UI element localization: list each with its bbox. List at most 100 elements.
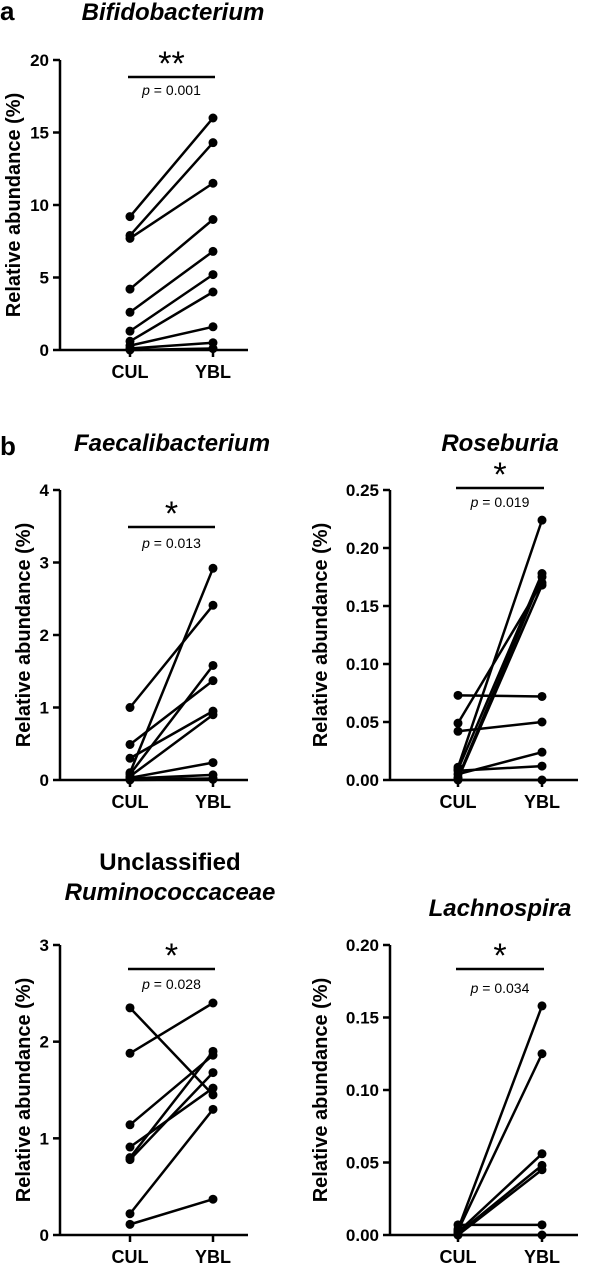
data-point-ybl xyxy=(208,270,218,280)
pair-line xyxy=(457,1164,543,1235)
chart-title: Bifidobacterium xyxy=(82,0,265,26)
chart-unclassified: Unclassified Ruminococcaceae 0 1 2 3 CUL YBL Rel… xyxy=(13,849,275,1267)
data-point-cul xyxy=(125,284,135,294)
data-point-ybl xyxy=(208,676,218,686)
y-axis-label: Relative abundance (%) xyxy=(310,978,332,1203)
x-tick-label: CUL xyxy=(440,1247,477,1267)
data-point-cul xyxy=(125,775,135,785)
significance-stars: * xyxy=(165,495,178,533)
x-tick-label: YBL xyxy=(195,362,231,382)
pair-line xyxy=(129,273,214,333)
y-tick-label: 0 xyxy=(40,1226,49,1245)
y-axis-label: Relative abundance (%) xyxy=(13,523,35,748)
pair-line xyxy=(457,1168,543,1236)
y-tick-label: 15 xyxy=(30,124,49,143)
x-tick-label: YBL xyxy=(524,1247,560,1267)
pair-line xyxy=(129,1198,214,1226)
pair-line xyxy=(129,761,214,780)
data-point-ybl xyxy=(537,717,547,727)
data-point-ybl xyxy=(537,580,547,590)
data-point-cul xyxy=(125,326,135,336)
chart-title: Roseburia xyxy=(441,430,558,457)
data-point-ybl xyxy=(208,287,218,297)
data-point-cul xyxy=(453,1230,463,1240)
pair-line xyxy=(129,117,214,218)
y-tick-label: 3 xyxy=(40,554,49,573)
data-point-cul xyxy=(125,345,135,355)
p-symbol: p xyxy=(141,976,150,992)
data-point-cul xyxy=(125,233,135,243)
data-point-ybl xyxy=(537,761,547,771)
pair-line xyxy=(456,573,544,771)
data-point-ybl xyxy=(208,1068,218,1078)
data-point-ybl xyxy=(208,246,218,256)
data-point-ybl xyxy=(208,344,218,354)
data-point-ybl xyxy=(208,1104,218,1114)
y-tick-label: 0.10 xyxy=(346,1081,379,1100)
data-point-cul xyxy=(125,307,135,317)
data-point-ybl xyxy=(208,215,218,224)
y-tick-label: 0.15 xyxy=(346,597,379,616)
data-point-cul xyxy=(453,775,463,785)
p-symbol: p xyxy=(470,494,479,510)
data-point-ybl xyxy=(537,1220,547,1230)
y-axis-label: Relative abundance (%) xyxy=(3,93,25,318)
data-point-ybl xyxy=(208,600,218,610)
y-tick-label: 1 xyxy=(40,1129,49,1148)
data-point-ybl xyxy=(208,758,218,768)
p-value: = 0.034 xyxy=(478,980,529,996)
p-value: = 0.019 xyxy=(478,494,529,510)
p-value-label: p = 0.001 xyxy=(141,82,201,98)
data-point-ybl xyxy=(208,1046,218,1056)
data-point-ybl xyxy=(208,563,218,573)
y-tick-label: 20 xyxy=(30,51,49,70)
x-tick-label: CUL xyxy=(440,792,477,812)
data-point-cul xyxy=(125,703,135,712)
data-point-ybl xyxy=(537,1230,547,1240)
significance-stars: ** xyxy=(158,45,184,83)
data-point-cul xyxy=(125,1003,135,1013)
p-symbol: p xyxy=(141,82,150,98)
data-point-ybl xyxy=(537,515,547,525)
chart-title-line: Ruminococcaceae xyxy=(65,879,276,906)
pair-line xyxy=(129,1108,214,1215)
y-tick-label: 0.25 xyxy=(346,481,379,500)
y-tick-label: 2 xyxy=(40,1033,49,1052)
pair-line xyxy=(129,218,214,291)
data-point-ybl xyxy=(208,660,218,670)
data-point-ybl xyxy=(208,710,218,720)
pair-line xyxy=(457,750,543,776)
pair-line xyxy=(129,341,214,350)
y-tick-label: 0.20 xyxy=(346,936,379,955)
chart-lachnospira: Lachnospira 0.00 0.05 0.10 0.15 0.20 CUL YBL Rel… xyxy=(310,895,578,1267)
y-tick-label: 1 xyxy=(40,699,49,718)
x-tick-label: CUL xyxy=(112,792,149,812)
p-value-label: p = 0.028 xyxy=(141,976,201,992)
panel-label-a: a xyxy=(0,0,15,26)
pair-line xyxy=(456,584,544,780)
p-symbol: p xyxy=(470,980,479,996)
pair-line xyxy=(457,1152,543,1234)
pair-line xyxy=(129,347,214,352)
pair-line xyxy=(456,1053,544,1232)
x-tick-label: CUL xyxy=(112,1247,149,1267)
pair-line xyxy=(129,1054,214,1126)
data-point-ybl xyxy=(208,178,218,188)
y-tick-label: 5 xyxy=(40,269,49,288)
pair-line xyxy=(129,325,214,347)
data-point-cul xyxy=(453,718,463,728)
data-point-cul xyxy=(125,1048,135,1058)
pair-line xyxy=(129,713,214,778)
p-value: = 0.013 xyxy=(150,535,201,551)
data-point-ybl xyxy=(208,1090,218,1100)
data-point-cul xyxy=(125,1219,135,1229)
significance-stars: * xyxy=(493,937,506,975)
significance-stars: * xyxy=(493,456,506,494)
pair-line xyxy=(129,1071,214,1161)
y-tick-label: 0.05 xyxy=(346,1154,379,1173)
data-point-cul xyxy=(125,753,135,763)
data-point-cul xyxy=(125,739,135,749)
y-tick-label: 2 xyxy=(40,626,49,645)
chart-faecali: Faecalibacterium 0 1 2 3 4 CUL YBL Relative abun… xyxy=(13,430,270,812)
data-point-ybl xyxy=(537,775,547,785)
